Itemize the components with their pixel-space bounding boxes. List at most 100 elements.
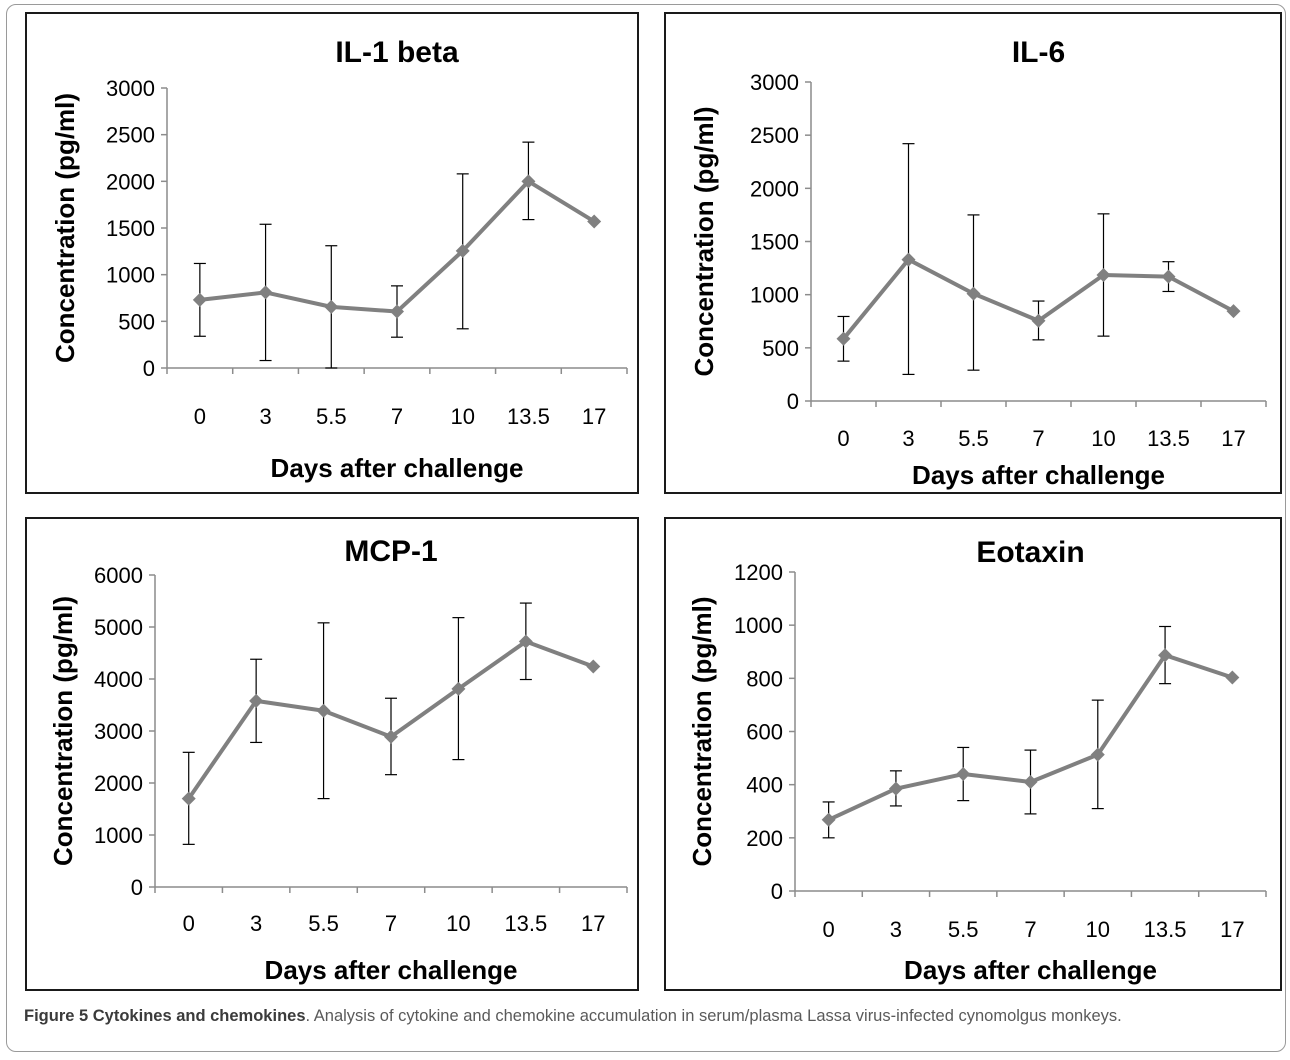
chart-mcp-1-y-tick-label: 0 xyxy=(131,875,143,900)
chart-mcp-1-y-tick-label: 5000 xyxy=(94,615,143,640)
chart-il-1-beta-y-axis-label: Concentration (pg/ml) xyxy=(50,93,80,363)
chart-il-1-beta-x-tick-label: 5.5 xyxy=(316,404,347,429)
chart-mcp-1-y-tick-label: 4000 xyxy=(94,667,143,692)
chart-il-6-y-tick-label: 3000 xyxy=(750,70,799,95)
chart-eotaxin-y-tick-label: 1000 xyxy=(734,613,783,638)
chart-panel-mcp1: MCP-1 0 1000 2000 3000 4000 5000 6000 0 3 5.5 7 10 13… xyxy=(25,517,639,991)
chart-il-6-data-point xyxy=(1031,313,1046,328)
chart-il-1-beta-data-point xyxy=(587,214,602,229)
chart-mcp-1-y-tick-label: 2000 xyxy=(94,771,143,796)
chart-il-1-beta-x-tick-label: 7 xyxy=(391,404,403,429)
chart-il-1-beta-x-tick-label: 10 xyxy=(450,404,474,429)
chart-eotaxin-y-tick-label: 200 xyxy=(746,826,783,851)
chart-il-1-beta-data-point xyxy=(258,285,273,300)
chart-il-1-beta-data-point xyxy=(324,299,339,314)
chart-panel-il1-beta: IL-1 beta 0 500 1000 1500 2000 2500 3000 0 3 5.5 7 1… xyxy=(25,12,639,494)
chart-il-6-x-tick-label: 17 xyxy=(1221,426,1245,451)
chart-il-1-beta-x-axis-label: Days after challenge xyxy=(271,453,524,483)
chart-eotaxin-data-point xyxy=(888,781,903,796)
chart-panel-il6: IL-6 0 500 1000 1500 2000 2500 3000 0 3 5.5 7 10 13.5… xyxy=(664,12,1282,494)
chart-eotaxin-x-axis-label: Days after challenge xyxy=(904,955,1157,985)
chart-il-1-beta-x-tick-label: 13.5 xyxy=(507,404,550,429)
chart-mcp-1-x-tick-label: 17 xyxy=(581,911,605,936)
chart-mcp-1-y-tick-label: 3000 xyxy=(94,719,143,744)
chart-il-1-beta-y-tick-label: 500 xyxy=(118,309,155,334)
chart-mcp-1-x-axis-label: Days after challenge xyxy=(265,955,518,985)
chart-eotaxin-x-tick-label: 7 xyxy=(1024,917,1036,942)
chart-eotaxin-title: Eotaxin xyxy=(976,536,1084,569)
chart-eotaxin-data-point xyxy=(1158,648,1173,663)
chart-mcp-1-x-tick-label: 7 xyxy=(385,911,397,936)
chart-il-1-beta-y-tick-label: 2500 xyxy=(106,123,155,148)
chart-il-6-y-tick-label: 2500 xyxy=(750,123,799,148)
chart-il-1-beta-data-point xyxy=(192,292,207,307)
chart-mcp-1-y-axis-label: Concentration (pg/ml) xyxy=(48,596,78,866)
chart-mcp-1-data-point xyxy=(518,634,533,649)
chart-mcp-1-data-point xyxy=(181,791,196,806)
chart-il1-beta: IL-1 beta 0 500 1000 1500 2000 2500 3000 0 3 5.5 7 1… xyxy=(50,36,628,483)
chart-il-1-beta-y-tick-label: 2000 xyxy=(106,169,155,194)
chart-il-1-beta-y-tick-label: 3000 xyxy=(106,76,155,101)
chart-il-1-beta-y-tick-label: 0 xyxy=(143,356,155,381)
chart-mcp-1-x-tick-label: 13.5 xyxy=(504,911,547,936)
chart-eotaxin-data-point xyxy=(1090,747,1105,762)
chart-il-6-x-tick-label: 7 xyxy=(1032,426,1044,451)
caption-label: Figure 5 Cytokines and chemokines xyxy=(24,1007,306,1025)
chart-il-6-x-tick-label: 13.5 xyxy=(1147,426,1190,451)
chart-il-1-beta-x-tick-label: 0 xyxy=(194,404,206,429)
chart-il-6-y-tick-label: 1500 xyxy=(750,230,799,255)
figure-frame xyxy=(6,4,1286,1052)
chart-il-1-beta-data-point xyxy=(455,243,470,258)
chart-eotaxin-data-point xyxy=(1023,775,1038,790)
chart-mcp-1-x-tick-label: 0 xyxy=(183,911,195,936)
chart-eotaxin-data-point xyxy=(1225,670,1240,685)
chart-eotaxin-y-axis-label: Concentration (pg/ml) xyxy=(687,596,717,866)
chart-il-6-x-axis-label: Days after challenge xyxy=(912,460,1165,490)
chart-il-6-y-tick-label: 1000 xyxy=(750,283,799,308)
caption-text: . Analysis of cytokine and chemokine acc… xyxy=(305,1007,1122,1025)
chart-il-1-beta-title: IL-1 beta xyxy=(335,36,459,69)
chart-il-1-beta-data-point xyxy=(521,174,536,189)
chart-mcp-1-x-tick-label: 10 xyxy=(446,911,470,936)
chart-il-6-x-tick-label: 0 xyxy=(837,426,849,451)
chart-eotaxin: Eotaxin 0 200 400 600 800 1000 1200 0 3 5.5 7 10 13.5… xyxy=(687,536,1267,985)
chart-mcp-1-data-point xyxy=(249,693,264,708)
chart-il-6-y-axis-label: Concentration (pg/ml) xyxy=(689,106,719,376)
chart-il-1-beta-x-tick-label: 17 xyxy=(582,404,606,429)
chart-mcp-1-data-point xyxy=(384,729,398,744)
chart-eotaxin-y-tick-label: 600 xyxy=(746,720,783,745)
chart-eotaxin-y-tick-label: 800 xyxy=(746,666,783,691)
chart-mcp-1-y-tick-label: 1000 xyxy=(94,823,143,848)
chart-il-6-data-point xyxy=(836,331,851,346)
chart-il-1-beta-data-point xyxy=(390,304,404,319)
chart-il-6-x-tick-label: 10 xyxy=(1091,426,1115,451)
chart-mcp1: MCP-1 0 1000 2000 3000 4000 5000 6000 0 3 5.5 7 10 13… xyxy=(48,535,628,985)
chart-il-6-y-tick-label: 500 xyxy=(762,336,799,361)
chart-il-6-data-point xyxy=(1161,269,1176,284)
figure-caption: Figure 5 Cytokines and chemokines. Analy… xyxy=(24,1004,1280,1028)
chart-mcp-1-y-tick-label: 6000 xyxy=(94,563,143,588)
chart-il-6-data-point xyxy=(901,252,916,267)
chart-mcp-1-data-point xyxy=(586,659,601,674)
chart-mcp-1-x-tick-label: 5.5 xyxy=(308,911,339,936)
chart-il-6-y-tick-label: 0 xyxy=(787,389,799,414)
chart-mcp-1-title: MCP-1 xyxy=(344,535,437,568)
chart-mcp-1-data-point xyxy=(316,703,331,718)
chart-mcp-1-x-tick-label: 3 xyxy=(250,911,262,936)
chart-il-6-x-tick-label: 5.5 xyxy=(958,426,989,451)
chart-il6: IL-6 0 500 1000 1500 2000 2500 3000 0 3 5.5 7 10 13.5… xyxy=(689,36,1267,490)
chart-il-6-x-tick-label: 3 xyxy=(902,426,914,451)
chart-il-6-title: IL-6 xyxy=(1012,36,1065,69)
chart-eotaxin-y-tick-label: 1200 xyxy=(734,560,783,585)
chart-il-1-beta-x-tick-label: 3 xyxy=(259,404,271,429)
chart-eotaxin-x-tick-label: 0 xyxy=(823,917,835,942)
chart-eotaxin-x-tick-label: 5.5 xyxy=(948,917,979,942)
chart-il-6-y-tick-label: 2000 xyxy=(750,176,799,201)
chart-eotaxin-x-tick-label: 17 xyxy=(1220,917,1244,942)
chart-eotaxin-x-tick-label: 13.5 xyxy=(1144,917,1187,942)
chart-eotaxin-data-point xyxy=(956,767,971,782)
chart-mcp-1-data-point xyxy=(451,681,466,696)
chart-panel-eotaxin: Eotaxin 0 200 400 600 800 1000 1200 0 3 5.5 7 10 13.5… xyxy=(664,517,1282,991)
chart-il-1-beta-y-tick-label: 1000 xyxy=(106,263,155,288)
chart-eotaxin-data-point xyxy=(821,812,836,827)
